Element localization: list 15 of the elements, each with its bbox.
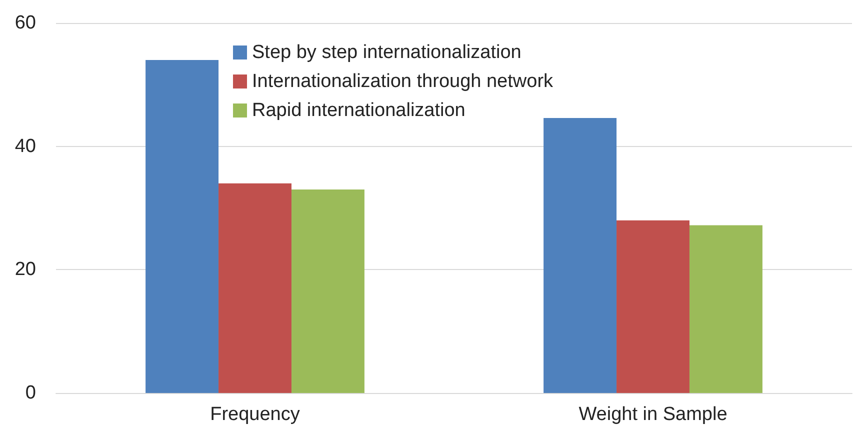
y-tick-label: 40 (14, 136, 36, 157)
x-tick-label: Weight in Sample (578, 404, 728, 425)
legend-label: Internationalization through network (252, 71, 554, 92)
y-tick-label: 0 (25, 382, 36, 404)
bar (689, 225, 762, 393)
x-tick-label: Frequency (210, 404, 300, 425)
bar (146, 60, 219, 393)
y-tick-label: 60 (14, 12, 36, 34)
bar (544, 118, 617, 393)
legend-label: Rapid internationalization (252, 100, 466, 121)
legend-label: Step by step internationalization (252, 42, 522, 63)
bar (291, 190, 364, 393)
bar (218, 183, 292, 393)
bar (616, 220, 690, 393)
y-tick-label: 20 (14, 259, 36, 280)
